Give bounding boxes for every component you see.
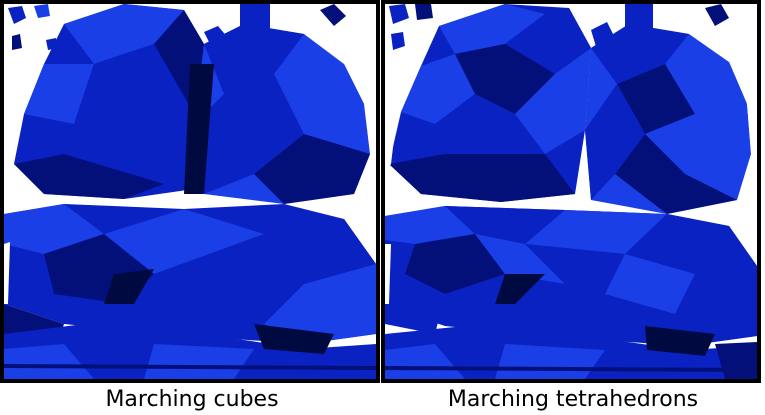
marching-cubes-render: [4, 4, 376, 379]
render-panel-marching-tetrahedrons: [381, 0, 761, 383]
caption-marching-cubes: Marching cubes: [105, 387, 279, 412]
caption-marching-tetrahedrons: Marching tetrahedrons: [447, 387, 699, 412]
render-panel-marching-cubes: [0, 0, 380, 383]
marching-tetrahedrons-render: [385, 4, 757, 379]
